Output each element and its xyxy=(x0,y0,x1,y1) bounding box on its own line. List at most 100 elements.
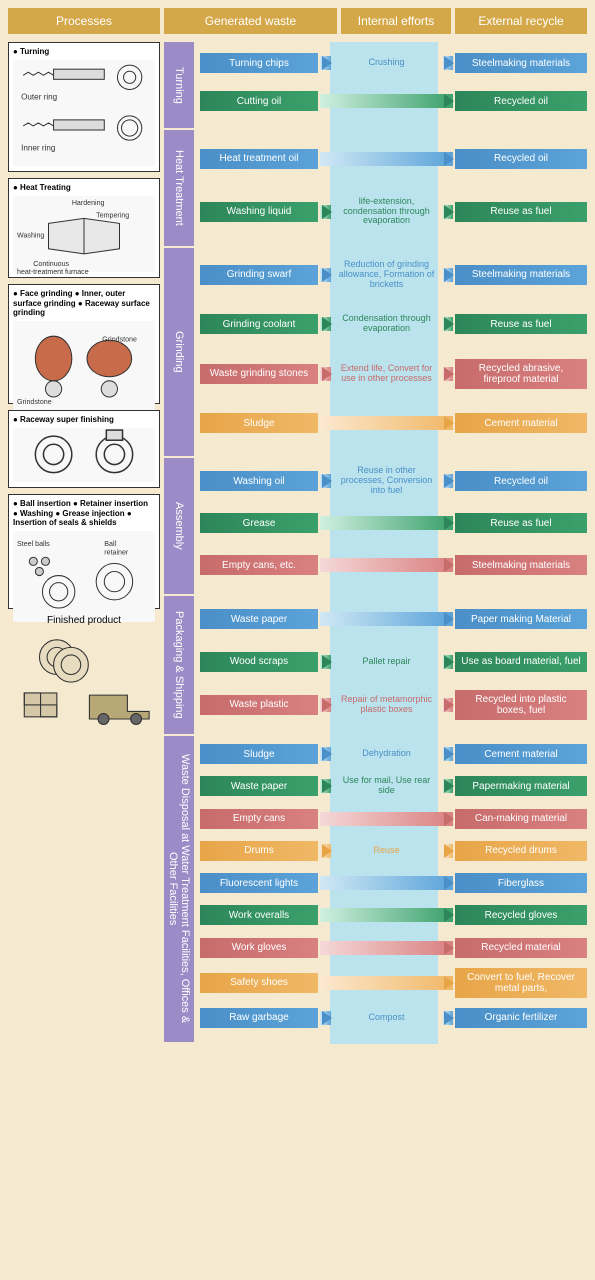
flow-row: Washing oilReuse in other processes, Con… xyxy=(200,465,587,497)
process-diagram: Steel ballsBallretainer xyxy=(13,531,155,622)
arrow-icon xyxy=(320,698,331,712)
header-external: External recycle xyxy=(455,8,587,34)
arrow-icon xyxy=(443,205,454,219)
process-title: ● Ball insertion ● Retainer insertion ● … xyxy=(13,499,155,528)
external-recycle-box: Steelmaking materials xyxy=(455,265,587,285)
internal-effort-text: Condensation through evaporation xyxy=(333,312,441,336)
header-generated: Generated waste xyxy=(164,8,337,34)
flow-row: Washing liquid life-extension, condensati… xyxy=(200,196,587,228)
arrow-icon xyxy=(320,779,331,793)
internal-effort-text: Repair of metamorphic plastic boxes xyxy=(333,693,441,717)
arrow-icon xyxy=(443,747,454,761)
arrow-icon xyxy=(443,268,454,282)
flow-row: Empty cans Can-making material xyxy=(200,807,587,831)
process-title: ● Turning xyxy=(13,47,155,57)
internal-effort-text: Pallet repair xyxy=(333,655,441,669)
generated-waste-box: Heat treatment oil xyxy=(200,149,318,169)
arrow-icon xyxy=(443,779,454,793)
internal-effort-text: Dehydration xyxy=(333,747,441,761)
column-headers: Processes Generated waste Internal effor… xyxy=(8,8,587,34)
generated-waste-box: Work overalls xyxy=(200,905,318,925)
svg-text:Grindstone: Grindstone xyxy=(17,398,52,406)
generated-waste-box: Raw garbage xyxy=(200,1008,318,1028)
process-box: ● Face grinding ● Inner, outer surface g… xyxy=(8,284,160,404)
svg-text:Inner ring: Inner ring xyxy=(21,143,55,152)
flow-row: Grinding swarfReduction of grinding allo… xyxy=(200,259,587,291)
generated-waste-box: Washing liquid xyxy=(200,202,318,222)
arrow-icon xyxy=(320,844,331,858)
external-recycle-box: Steelmaking materials xyxy=(455,555,587,575)
flow-row: Fluorescent lightsFiberglass xyxy=(200,871,587,895)
arrow-icon xyxy=(320,152,453,166)
generated-waste-box: Waste grinding stones xyxy=(200,364,318,384)
generated-waste-box: Empty cans, etc. xyxy=(200,555,318,575)
flow-row: Cutting oilRecycled oil xyxy=(200,86,587,116)
generated-waste-box: Fluorescent lights xyxy=(200,873,318,893)
external-recycle-box: Convert to fuel, Recover metal parts, xyxy=(455,968,587,998)
generated-waste-box: Washing oil xyxy=(200,471,318,491)
stage-label: Waste Disposal at Water Treatment Facili… xyxy=(164,736,194,1044)
generated-waste-box: Safety shoes xyxy=(200,973,318,993)
flow-row: Heat treatment oilRecycled oil xyxy=(200,143,587,175)
flow-row: Empty cans, etc. Steelmaking materials xyxy=(200,549,587,581)
internal-effort-text: life-extension, condensation through eva… xyxy=(333,195,441,229)
generated-waste-box: Grinding coolant xyxy=(200,314,318,334)
arrow-icon xyxy=(320,56,331,70)
svg-text:Grindstone: Grindstone xyxy=(102,335,137,343)
arrow-icon xyxy=(320,612,453,626)
stage-label: Heat Treatment xyxy=(164,130,194,248)
process-title: ● Raceway super finishing xyxy=(13,415,155,425)
arrow-icon xyxy=(443,317,454,331)
svg-text:Tempering: Tempering xyxy=(96,211,129,219)
process-title: ● Face grinding ● Inner, outer surface g… xyxy=(13,289,155,318)
external-recycle-box: Reuse as fuel xyxy=(455,314,587,334)
generated-waste-box: Sludge xyxy=(200,744,318,764)
external-recycle-box: Organic fertilizer xyxy=(455,1008,587,1028)
arrow-icon xyxy=(320,558,453,572)
flow-row: GreaseReuse as fuel xyxy=(200,507,587,539)
flow-row: Work overallsRecycled gloves xyxy=(200,903,587,927)
process-box: ● Heat TreatingHardeningTemperingWashing… xyxy=(8,178,160,278)
flows-column: TurningHeat TreatmentGrindingAssemblyPac… xyxy=(164,42,587,1044)
process-title: ● Heat Treating xyxy=(13,183,155,193)
external-recycle-box: Recycled oil xyxy=(455,471,587,491)
stage-group: Waste paperPaper making MaterialWood scr… xyxy=(200,596,587,736)
svg-text:Outer ring: Outer ring xyxy=(21,92,57,101)
flow-row: Safety shoes Convert to fuel, Recover met… xyxy=(200,968,587,998)
generated-waste-box: Waste paper xyxy=(200,609,318,629)
arrow-icon xyxy=(320,941,453,955)
process-box: ● Raceway super finishing xyxy=(8,410,160,488)
arrow-icon xyxy=(443,655,454,669)
process-diagram: Outer ring Inner ring xyxy=(13,60,155,166)
arrow-icon xyxy=(443,367,454,381)
svg-text:retainer: retainer xyxy=(104,548,129,556)
flow-row: Grinding coolant Condensation through eva… xyxy=(200,308,587,340)
external-recycle-box: Recycled material xyxy=(455,938,587,958)
arrow-icon xyxy=(443,56,454,70)
external-recycle-box: Reuse as fuel xyxy=(455,513,587,533)
internal-effort-text: Extend life, Convert for use in other pr… xyxy=(333,362,441,386)
external-recycle-box: Can-making material xyxy=(455,809,587,829)
generated-waste-box: Work gloves xyxy=(200,938,318,958)
external-recycle-box: Reuse as fuel xyxy=(455,202,587,222)
process-box: ● Ball insertion ● Retainer insertion ● … xyxy=(8,494,160,609)
generated-waste-box: Drums xyxy=(200,841,318,861)
stage-label: Assembly xyxy=(164,458,194,596)
external-recycle-box: Recycled abrasive, fireproof material xyxy=(455,359,587,389)
arrow-icon xyxy=(320,908,453,922)
arrow-icon xyxy=(320,747,331,761)
internal-effort-text: Use for mail, Use rear side xyxy=(333,774,441,798)
flow-row: Waste paperUse for mail, Use rear sidePa… xyxy=(200,774,587,798)
stage-labels: TurningHeat TreatmentGrindingAssemblyPac… xyxy=(164,42,194,1044)
arrow-icon xyxy=(320,416,453,430)
main-container: ● Turning Outer ring Inner ring ● Heat Trea… xyxy=(8,42,587,1044)
generated-waste-box: Empty cans xyxy=(200,809,318,829)
generated-waste-box: Waste paper xyxy=(200,776,318,796)
flow-row: Raw garbageCompostOrganic fertilizer xyxy=(200,1006,587,1030)
process-box: ● Turning Outer ring Inner ring xyxy=(8,42,160,172)
flow-row: SludgeCement material xyxy=(200,407,587,439)
flow-row: Turning chipsCrushingSteelmaking materia… xyxy=(200,48,587,78)
external-recycle-box: Recycled oil xyxy=(455,91,587,111)
arrow-icon xyxy=(320,367,331,381)
finished-product: Finished product xyxy=(8,615,160,710)
